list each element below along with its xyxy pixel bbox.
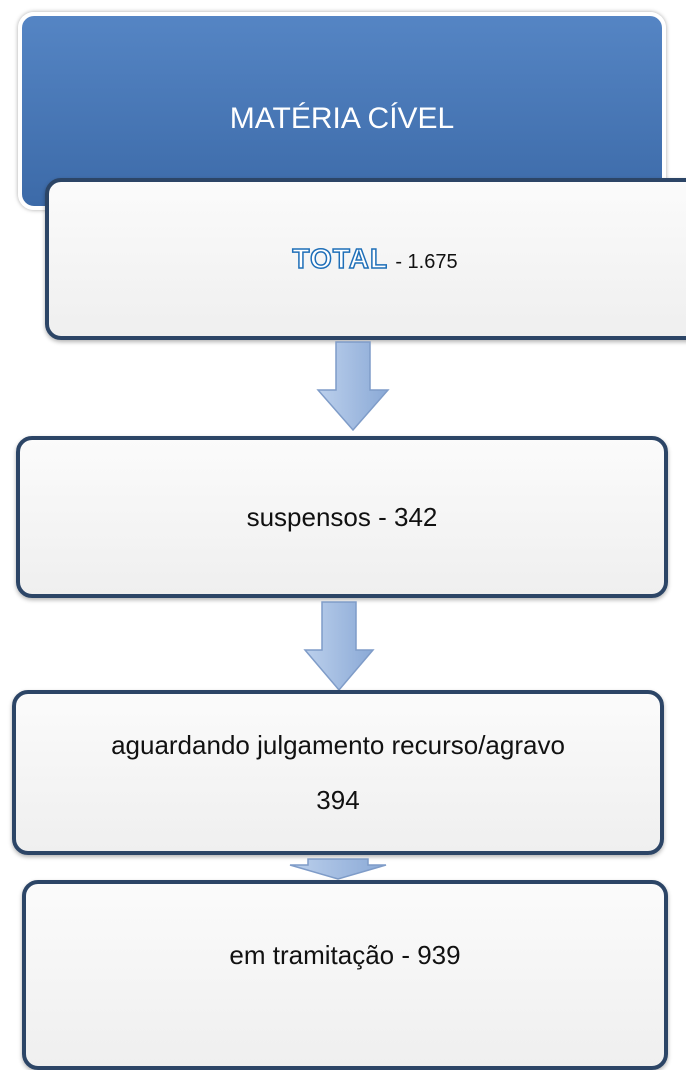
node-label: suspensos - 342 — [246, 501, 438, 532]
node-label: aguardando julgamento recurso/agravo — [111, 729, 565, 760]
node-box: aguardando julgamento recurso/agravo 394 — [12, 690, 664, 855]
node-label: em tramitação - 939 — [229, 939, 461, 970]
node-label: TOTAL — [292, 242, 389, 275]
node-text: 394 — [316, 784, 360, 815]
node-box: TOTAL - 1.675 — [45, 178, 686, 340]
node-text: - 1.675 — [395, 251, 458, 273]
node-box: suspensos - 342 — [16, 436, 668, 598]
arrow — [289, 858, 387, 880]
header-box: MATÉRIA CÍVEL — [18, 12, 666, 210]
arrow — [303, 601, 375, 692]
arrow — [316, 341, 390, 432]
node-content: TOTAL - 1.675 — [292, 242, 458, 275]
header-title: MATÉRIA CÍVEL — [229, 102, 455, 135]
node-box: em tramitação - 939 — [22, 880, 668, 1070]
